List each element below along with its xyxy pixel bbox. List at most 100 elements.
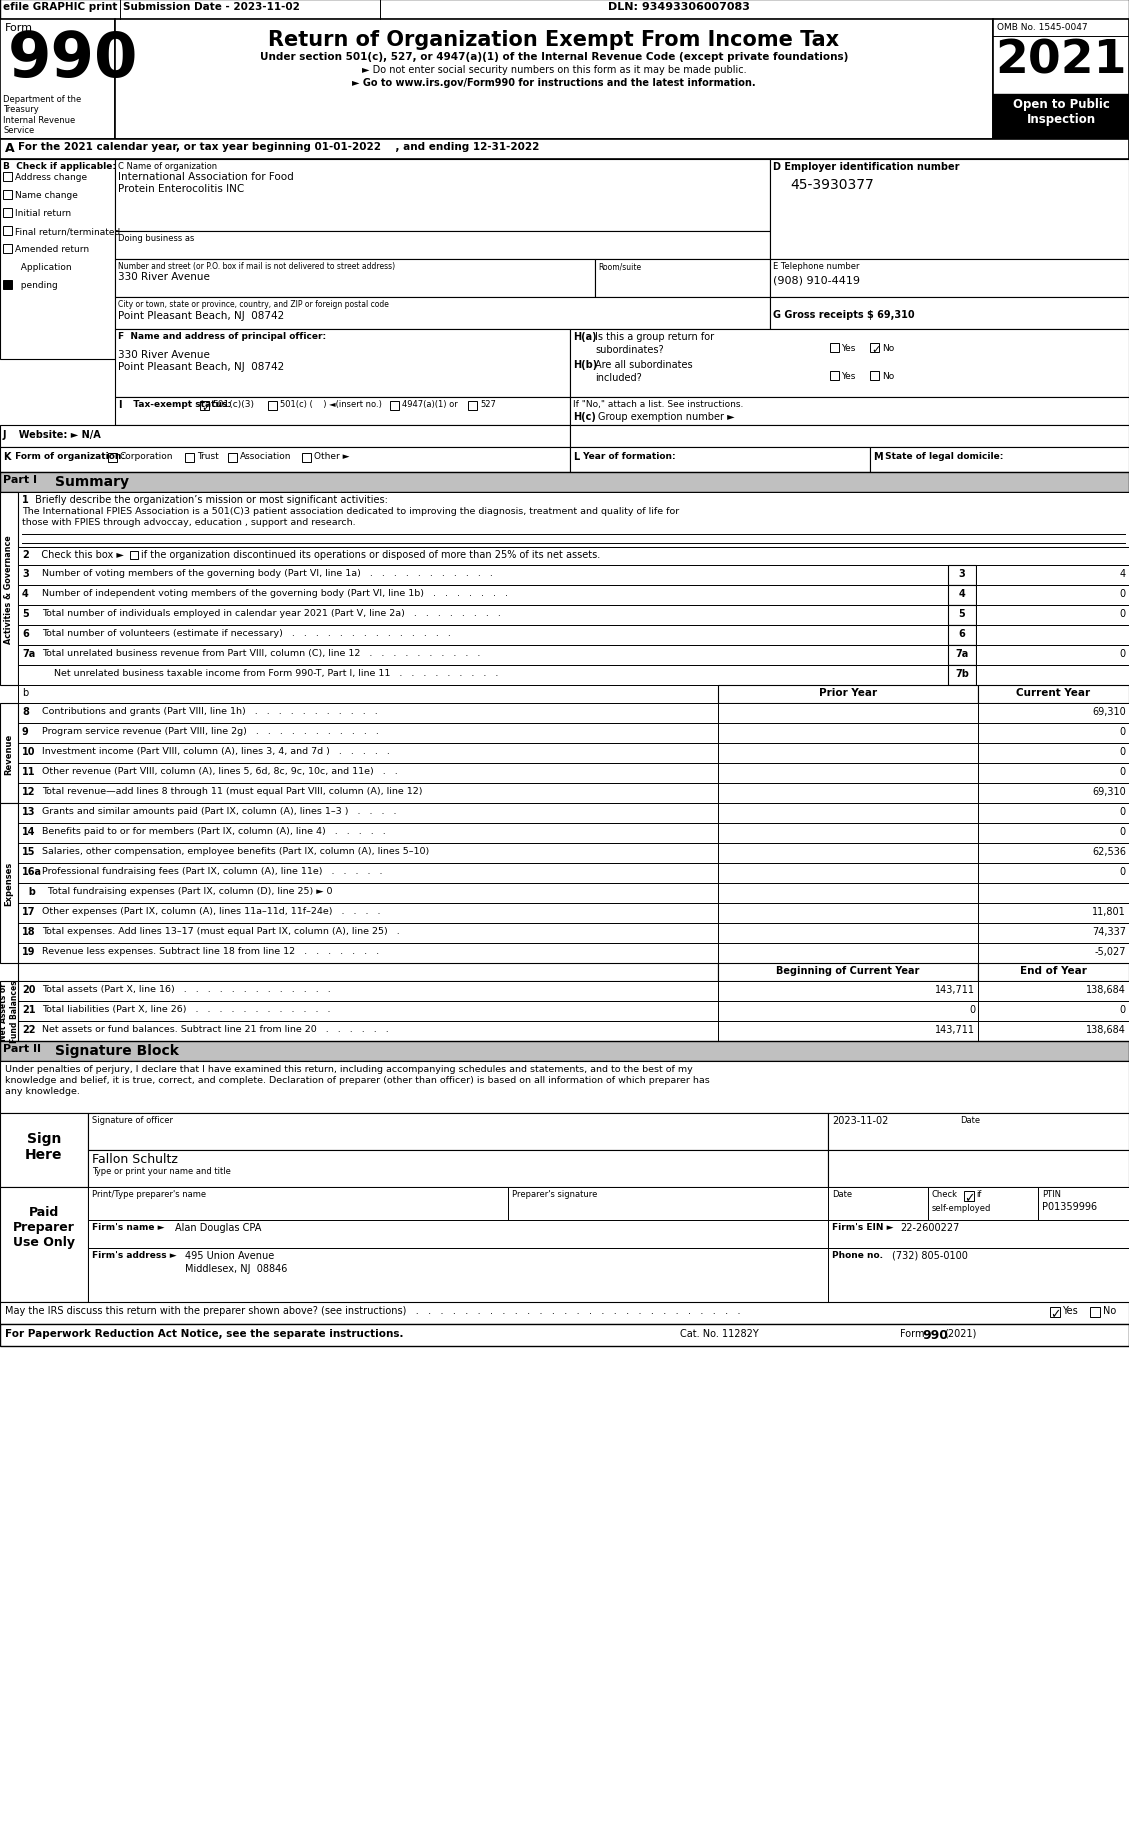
- Text: 0: 0: [969, 1005, 975, 1014]
- Text: I: I: [119, 399, 122, 410]
- Bar: [978, 723, 1129, 743]
- Text: 14: 14: [21, 827, 35, 836]
- Bar: [18, 763, 718, 783]
- Text: 20: 20: [21, 985, 35, 994]
- Bar: [570, 329, 1129, 397]
- Bar: [18, 1021, 718, 1041]
- Bar: [200, 403, 209, 410]
- Text: Yes: Yes: [841, 344, 856, 353]
- Text: For Paperwork Reduction Act Notice, see the separate instructions.: For Paperwork Reduction Act Notice, see …: [5, 1329, 403, 1338]
- Bar: [964, 1191, 974, 1200]
- Text: 0: 0: [1120, 807, 1126, 816]
- Bar: [18, 904, 718, 924]
- Bar: [828, 1248, 1129, 1303]
- Bar: [978, 963, 1129, 981]
- Bar: [948, 626, 975, 646]
- Text: Number of independent voting members of the governing body (Part VI, line 1b)   : Number of independent voting members of …: [42, 589, 508, 598]
- Text: Amended return: Amended return: [15, 245, 89, 254]
- Bar: [115, 260, 595, 298]
- Bar: [0, 1188, 88, 1303]
- Bar: [770, 159, 1129, 260]
- Text: any knowledge.: any knowledge.: [5, 1087, 80, 1096]
- Bar: [18, 963, 718, 981]
- Text: 501(c) (    ) ◄(insert no.): 501(c) ( ) ◄(insert no.): [280, 399, 382, 408]
- Text: self-employed: self-employed: [933, 1204, 991, 1211]
- Text: 6: 6: [21, 630, 28, 639]
- Text: 62,536: 62,536: [1092, 847, 1126, 856]
- Text: Open to Public
Inspection: Open to Public Inspection: [1013, 99, 1110, 126]
- Bar: [975, 565, 1129, 586]
- Text: Form of organization:: Form of organization:: [12, 452, 125, 461]
- Text: D Employer identification number: D Employer identification number: [773, 161, 960, 172]
- Text: Fallon Schultz: Fallon Schultz: [91, 1153, 178, 1166]
- Text: ► Go to www.irs.gov/Form990 for instructions and the latest information.: ► Go to www.irs.gov/Form990 for instruct…: [352, 79, 755, 88]
- Text: L: L: [574, 452, 579, 461]
- Text: 19: 19: [21, 946, 35, 957]
- Bar: [1050, 1307, 1060, 1318]
- Text: Net Assets or
Fund Balances: Net Assets or Fund Balances: [0, 981, 19, 1043]
- Text: 4947(a)(1) or: 4947(a)(1) or: [402, 399, 457, 408]
- Text: Firm's EIN ►: Firm's EIN ►: [832, 1222, 893, 1232]
- Bar: [115, 298, 770, 329]
- Bar: [718, 763, 978, 783]
- Text: Firm's address ►: Firm's address ►: [91, 1250, 176, 1259]
- Bar: [3, 190, 12, 199]
- Bar: [978, 686, 1129, 703]
- Text: Return of Organization Exempt From Income Tax: Return of Organization Exempt From Incom…: [269, 29, 840, 49]
- Text: Summary: Summary: [55, 474, 129, 489]
- Text: Trust: Trust: [196, 452, 219, 461]
- Bar: [828, 1151, 1129, 1188]
- Text: Point Pleasant Beach, NJ  08742: Point Pleasant Beach, NJ 08742: [119, 311, 285, 320]
- Bar: [570, 397, 1129, 426]
- Text: Grants and similar amounts paid (Part IX, column (A), lines 1–3 )   .   .   .   : Grants and similar amounts paid (Part IX…: [42, 807, 396, 816]
- Text: 501(c)(3): 501(c)(3): [212, 399, 254, 408]
- Bar: [595, 260, 770, 298]
- Text: PTIN: PTIN: [1042, 1190, 1061, 1199]
- Text: 8: 8: [21, 706, 29, 717]
- Bar: [390, 403, 399, 410]
- Text: B  Check if applicable:: B Check if applicable:: [3, 161, 116, 170]
- Text: 4: 4: [1120, 569, 1126, 578]
- Text: 143,711: 143,711: [935, 985, 975, 994]
- Bar: [828, 1188, 928, 1221]
- Text: -5,027: -5,027: [1094, 946, 1126, 957]
- Bar: [18, 626, 948, 646]
- Text: Revenue: Revenue: [5, 734, 14, 774]
- Bar: [18, 686, 718, 703]
- Text: 2023-11-02: 2023-11-02: [832, 1116, 889, 1125]
- Bar: [18, 1001, 718, 1021]
- Bar: [948, 565, 975, 586]
- Text: 18: 18: [21, 926, 36, 937]
- Text: Phone no.: Phone no.: [832, 1250, 883, 1259]
- Bar: [718, 1021, 978, 1041]
- Text: Program service revenue (Part VIII, line 2g)   .   .   .   .   .   .   .   .   .: Program service revenue (Part VIII, line…: [42, 727, 379, 736]
- Text: 5: 5: [959, 609, 965, 619]
- Bar: [978, 864, 1129, 884]
- Text: 990: 990: [8, 29, 139, 90]
- Text: ✓: ✓: [201, 403, 210, 414]
- Text: Signature of officer: Signature of officer: [91, 1116, 173, 1124]
- Bar: [978, 783, 1129, 803]
- Text: Check this box ►: Check this box ►: [32, 549, 124, 560]
- Text: 0: 0: [1120, 1005, 1126, 1014]
- Text: b: b: [21, 688, 28, 697]
- Text: 6: 6: [959, 630, 965, 639]
- Text: 0: 0: [1120, 867, 1126, 877]
- Bar: [130, 551, 138, 560]
- Bar: [718, 924, 978, 944]
- Text: H(b): H(b): [574, 361, 597, 370]
- Text: 17: 17: [21, 906, 35, 917]
- Text: 7b: 7b: [955, 668, 969, 679]
- Text: K: K: [3, 452, 10, 461]
- Bar: [718, 743, 978, 763]
- Text: 7a: 7a: [955, 648, 969, 659]
- Bar: [18, 586, 948, 606]
- Text: Net unrelated business taxable income from Form 990-T, Part I, line 11   .   .  : Net unrelated business taxable income fr…: [42, 668, 498, 677]
- Text: if the organization discontinued its operations or disposed of more than 25% of : if the organization discontinued its ope…: [141, 549, 601, 560]
- Text: 74,337: 74,337: [1092, 926, 1126, 937]
- Bar: [870, 344, 879, 353]
- Bar: [1089, 1307, 1100, 1318]
- Bar: [948, 606, 975, 626]
- Bar: [718, 1001, 978, 1021]
- Text: 4: 4: [959, 589, 965, 598]
